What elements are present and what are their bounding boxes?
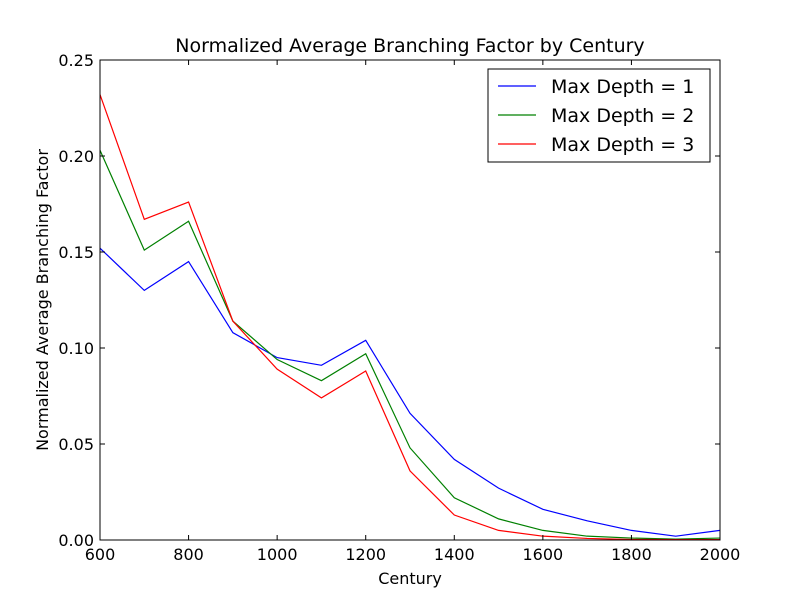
y-tick-label: 0.05 xyxy=(58,435,94,454)
series-line-1 xyxy=(99,247,721,537)
y-tick-label: 0.00 xyxy=(58,531,94,550)
plot-area xyxy=(99,59,721,541)
y-tick-label: 0.20 xyxy=(58,147,94,166)
series-line-2 xyxy=(99,149,721,540)
x-tick-label: 600 xyxy=(85,545,116,564)
y-axis: 0.00 0.05 0.10 0.15 0.20 0.25 xyxy=(58,51,720,550)
legend-label-1: Max Depth = 1 xyxy=(551,76,694,98)
x-tick-label: 1600 xyxy=(522,545,563,564)
legend-label-2: Max Depth = 2 xyxy=(551,105,694,127)
series-line-3 xyxy=(99,94,720,541)
y-axis-label: Normalized Average Branching Factor xyxy=(33,149,52,451)
legend: Max Depth = 1 Max Depth = 2 Max Depth = 3 xyxy=(487,68,711,163)
legend-label-3: Max Depth = 3 xyxy=(551,134,694,156)
x-tick-label: 1000 xyxy=(257,545,298,564)
y-tick-label: 0.15 xyxy=(58,243,94,262)
x-tick-label: 1200 xyxy=(345,545,386,564)
x-tick-label: 800 xyxy=(173,545,204,564)
chart-title: Normalized Average Branching Factor by C… xyxy=(175,35,644,57)
x-tick-label: 1800 xyxy=(611,545,652,564)
x-tick-label: 1400 xyxy=(434,545,475,564)
x-tick-label: 2000 xyxy=(700,545,741,564)
y-tick-label: 0.10 xyxy=(58,339,94,358)
y-tick-label: 0.25 xyxy=(58,51,94,70)
x-axis: 600 800 1000 1200 1400 1600 1800 2000 xyxy=(85,60,741,564)
x-axis-label: Century xyxy=(378,569,442,588)
plot-frame xyxy=(99,59,721,541)
